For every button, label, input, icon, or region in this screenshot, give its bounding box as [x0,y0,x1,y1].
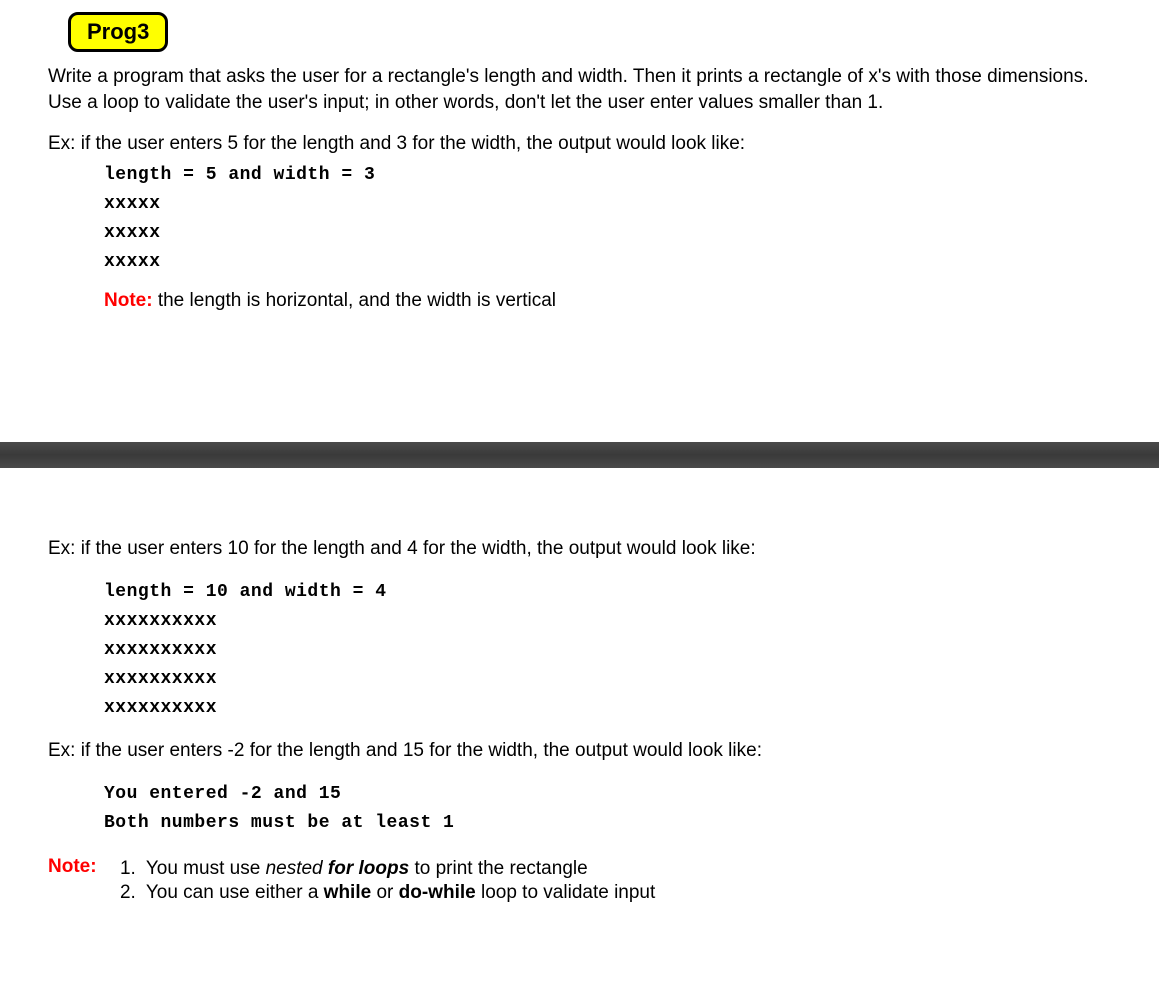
item1-em2: for loops [323,858,410,879]
example1-code: length = 5 and width = 3 xxxxx xxxxx xxx… [104,161,1111,276]
example2-intro: Ex: if the user enters 10 for the length… [48,538,1111,560]
example1-intro: Ex: if the user enters 5 for the length … [48,133,1111,155]
item2-post: loop to validate input [476,882,656,903]
prog-badge: Prog3 [68,12,168,52]
note1: Note: the length is horizontal, and the … [104,290,1111,312]
list-num-2: 2. [108,882,136,904]
example3-intro: Ex: if the user enters -2 for the length… [48,740,1111,762]
item2-b1: while [324,882,372,903]
intro-paragraph: Write a program that asks the user for a… [48,64,1111,115]
page-2: Ex: if the user enters 10 for the length… [0,468,1159,926]
item1-post: to print the rectangle [409,858,588,879]
example3-code: You entered -2 and 15 Both numbers must … [104,780,1111,838]
list-num-1: 1. [108,858,136,880]
page-1: Prog3 Write a program that asks the user… [0,0,1159,332]
final-note: Note: 1. You must use nested for loops to… [48,856,1111,906]
page-divider [0,442,1159,468]
example2-code: length = 10 and width = 4 xxxxxxxxxx xxx… [104,578,1111,722]
final-note-item-1: 1. You must use nested for loops to print… [108,858,655,880]
final-note-item-2: 2. You can use either a while or do-while… [108,882,655,904]
final-note-list: 1. You must use nested for loops to print… [108,856,655,906]
final-note-label: Note: [48,856,97,877]
note1-label: Note: [104,290,153,311]
item1-pre: You must use [146,858,266,879]
item2-mid: or [371,882,398,903]
item2-b2: do-while [399,882,476,903]
note1-text: the length is horizontal, and the width … [153,290,556,311]
item1-em: nested [266,858,323,879]
item2-pre: You can use either a [146,882,324,903]
